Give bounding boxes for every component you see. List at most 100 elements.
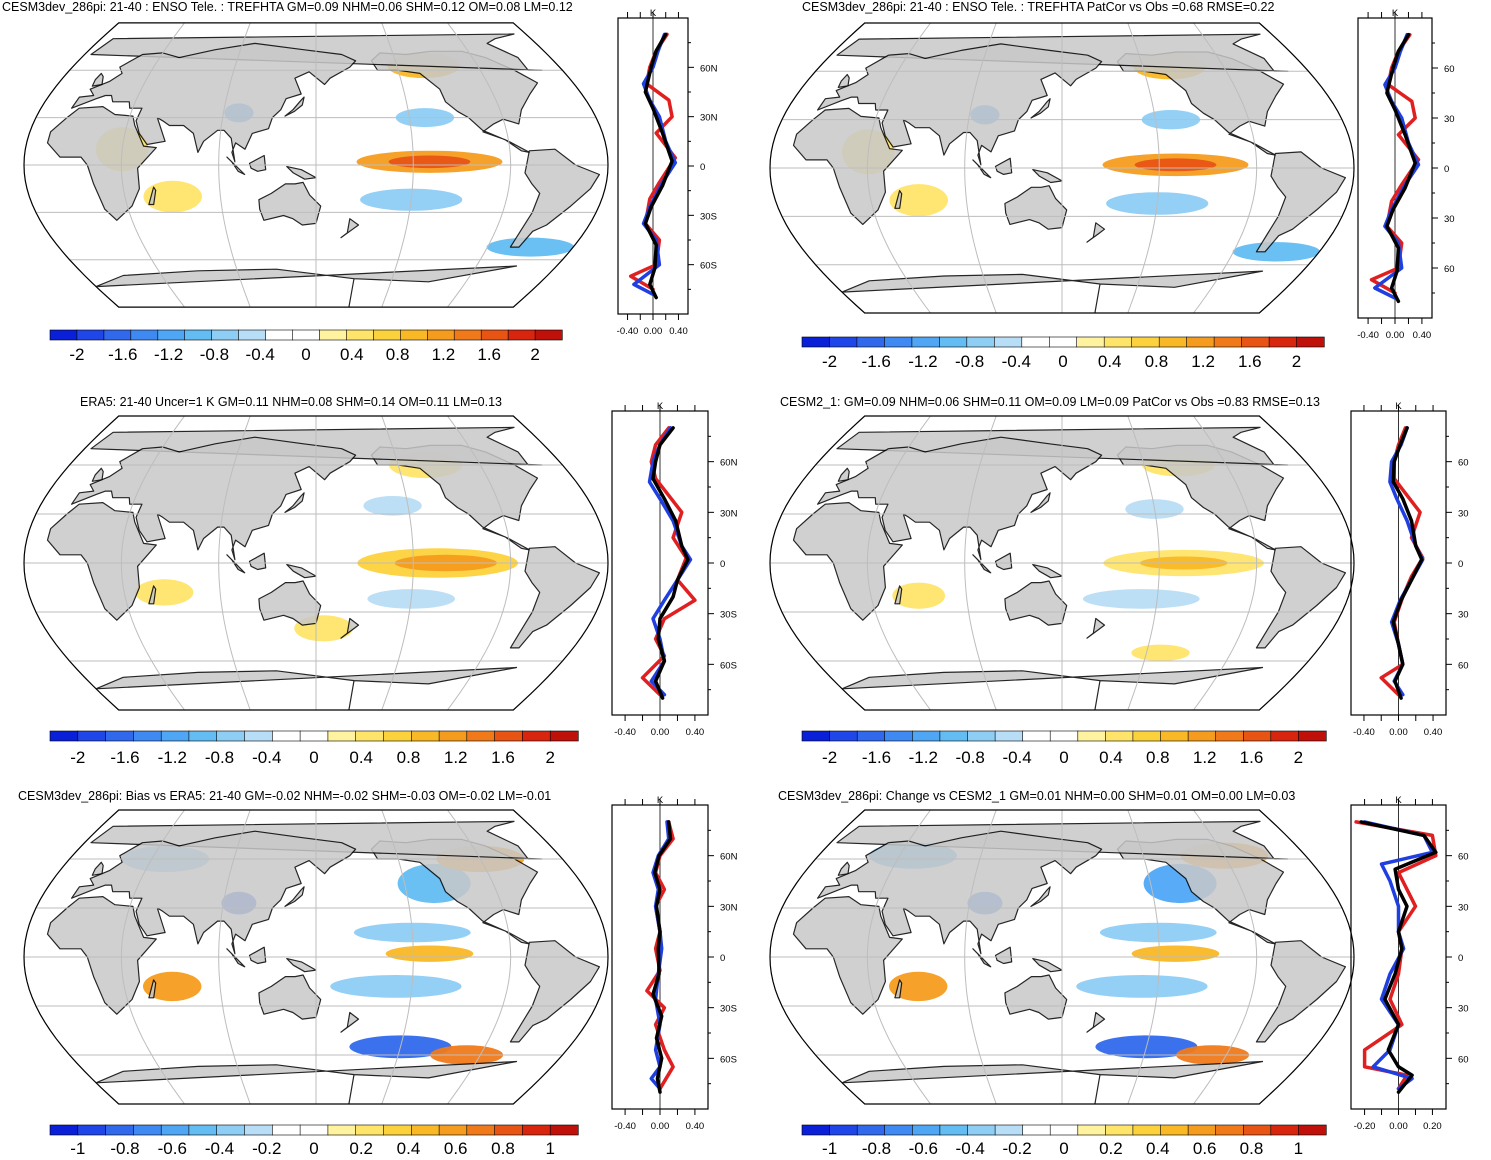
zonal-series-gm — [651, 426, 690, 700]
longitude-line — [218, 416, 251, 710]
lat-tick-label: 0 — [700, 162, 705, 173]
colorbar-swatch — [1022, 730, 1051, 742]
land-mass — [226, 156, 246, 176]
anomaly-region — [1082, 589, 1200, 609]
colorbar-swatch — [426, 329, 455, 341]
anomaly-region — [889, 184, 948, 217]
colorbar-label: 1.6 — [1238, 352, 1262, 371]
colorbar-swatch — [1187, 1124, 1217, 1136]
colorbar-label: -0.2 — [1002, 1139, 1031, 1158]
colorbar-label: -1 — [822, 1139, 837, 1158]
land-mass — [286, 166, 317, 180]
colorbar-swatch — [856, 1124, 886, 1136]
land-mass — [1032, 169, 1063, 184]
colorbar-label: -1.6 — [110, 748, 139, 767]
land-mass — [1032, 958, 1063, 973]
colorbar-swatch — [1077, 1124, 1106, 1136]
panel-era5: ERA5: 21-40 Uncer=1 K GM=0.11 NHM=0.08 S… — [0, 393, 745, 781]
longitude-line — [447, 810, 512, 1104]
colorbar-swatch — [1048, 336, 1078, 348]
land-mass — [972, 554, 992, 574]
colorbar-label: -0.8 — [200, 345, 229, 364]
colorbar-swatch — [1105, 1124, 1134, 1136]
colorbar-swatch — [1105, 730, 1134, 742]
colorbar-label: -1.2 — [158, 748, 187, 767]
land-mass — [817, 830, 1103, 955]
zonal-tick-label: -0.20 — [1354, 1121, 1376, 1132]
colorbar-label: 0.4 — [1146, 1139, 1170, 1158]
land-mass — [972, 159, 992, 179]
map-boundary — [23, 809, 609, 1105]
longitude-line — [447, 416, 512, 710]
colorbar-swatch — [494, 1124, 524, 1136]
colorbar-swatch — [1241, 336, 1270, 348]
land-mass — [792, 107, 903, 225]
robinson-map: -2 -1.6 -1.2 -0.8 -0.4 0 0.4 0.8 1.2 1.6 2-0.40 0.0… — [769, 8, 1455, 371]
colorbar-swatch — [549, 730, 579, 742]
colorbar-swatch — [244, 1124, 273, 1136]
map-field — [770, 416, 1354, 710]
land-mass — [509, 940, 600, 1043]
zonal-unit-label: K — [657, 401, 664, 412]
colorbar-label: 0.2 — [349, 1139, 373, 1158]
land-mass — [1255, 151, 1346, 253]
longitude-line — [218, 810, 251, 1104]
panel-title: CESM3dev_286pi: 21-40 : ENSO Tele. : TRE… — [2, 0, 573, 14]
lat-tick-label: 60S — [700, 261, 717, 272]
colorbar-swatch — [829, 730, 858, 742]
colorbar-label: -0.4 — [252, 748, 281, 767]
colorbar-label: -0.8 — [110, 1139, 139, 1158]
lat-tick-label: 30 — [1444, 114, 1455, 125]
colorbar-label: 0.8 — [1240, 1139, 1264, 1158]
colorbar-swatch — [373, 329, 401, 341]
colorbar-label: -1.6 — [862, 352, 891, 371]
colorbar-swatch — [1158, 336, 1188, 348]
colorbar-label: -1.6 — [108, 345, 137, 364]
land-mass — [258, 580, 322, 626]
longitude-line — [866, 810, 931, 1104]
land-mass — [226, 948, 246, 968]
colorbar-swatch — [466, 730, 496, 742]
colorbar-swatch — [1215, 1124, 1244, 1136]
zonal-tick-label: 0.40 — [1424, 727, 1443, 738]
lat-tick-label: 30S — [700, 211, 717, 222]
land-mass — [148, 979, 157, 999]
zonal-tick-label: 0.20 — [1423, 1121, 1442, 1132]
land-mass — [284, 96, 305, 117]
colorbar-label: -0.2 — [252, 1139, 281, 1158]
colorbar-swatch — [77, 1124, 107, 1136]
colorbar-swatch — [1160, 1124, 1189, 1136]
zonal-tick-label: -0.40 — [1357, 330, 1379, 341]
land-mass — [248, 154, 267, 172]
colorbar-swatch — [884, 730, 913, 742]
longitude-line — [120, 416, 185, 710]
lat-tick-label: 30S — [720, 610, 737, 621]
land-mass — [71, 42, 357, 163]
colorbar-swatch — [912, 1124, 941, 1136]
colorbar-swatch — [1187, 730, 1217, 742]
land-mass — [1032, 564, 1063, 579]
land-mass — [894, 585, 903, 605]
panel-title: CESM3dev_286pi: Change vs CESM2_1 GM=0.0… — [778, 789, 1296, 803]
colorbar-swatch — [265, 329, 294, 341]
zonal-unit-label: K — [1395, 401, 1402, 412]
land-mass — [837, 73, 850, 88]
colorbar-swatch — [76, 329, 105, 341]
colorbar-swatch — [438, 1124, 468, 1136]
panel-cesm2: CESM2_1: GM=0.09 NHM=0.06 SHM=0.11 OM=0.… — [746, 393, 1491, 781]
lat-tick-label: 60 — [1458, 852, 1469, 863]
anomaly-region — [143, 971, 202, 1002]
colorbar-label: -0.8 — [862, 1139, 891, 1158]
colorbar-swatch — [292, 329, 321, 341]
lat-tick-label: 0 — [720, 559, 725, 570]
colorbar-swatch — [160, 1124, 190, 1136]
longitude-line — [964, 810, 997, 1104]
colorbar-swatch — [829, 336, 858, 348]
lat-tick-label: 60N — [700, 63, 718, 74]
colorbar-swatch — [911, 336, 940, 348]
lat-tick-label: 30N — [720, 508, 738, 519]
colorbar-label: -0.6 — [158, 1139, 187, 1158]
colorbar-swatch — [1242, 1124, 1272, 1136]
longitude-line — [1193, 416, 1258, 710]
land-mass — [894, 979, 903, 999]
